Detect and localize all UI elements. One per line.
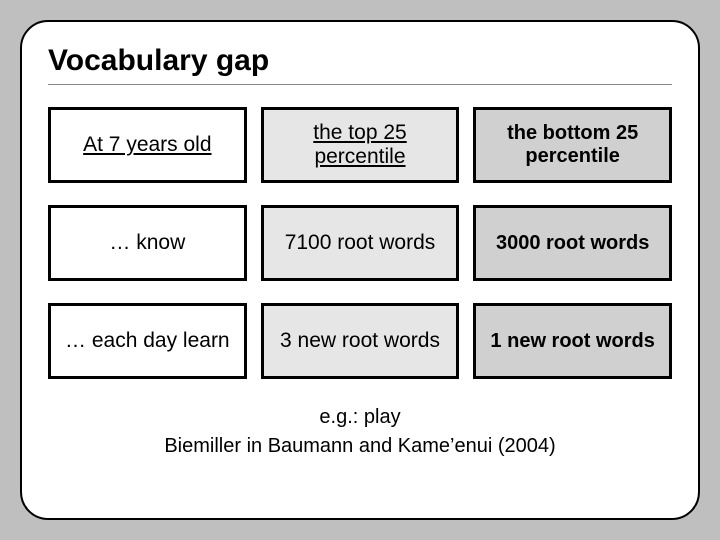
grid-text: 3 new root words <box>280 329 440 353</box>
grid-cell-r0c2: the bottom 25 percentile <box>473 107 672 183</box>
slide: Vocabulary gap At 7 years old the top 25… <box>20 20 700 520</box>
grid-cell-r0c0: At 7 years old <box>48 107 247 183</box>
footnote: e.g.: play Biemiller in Baumann and Kame… <box>48 403 672 461</box>
footnote-line2: Biemiller in Baumann and Kame’enui (2004… <box>48 432 672 461</box>
grid-cell-r2c1: 3 new root words <box>261 303 460 379</box>
grid-text: 1 new root words <box>490 330 654 353</box>
slide-title: Vocabulary gap <box>48 44 672 78</box>
footnote-line1: e.g.: play <box>48 403 672 432</box>
grid-text: the bottom 25 percentile <box>482 122 663 168</box>
grid-text: … each day learn <box>65 329 230 353</box>
grid-text: At 7 years old <box>83 133 211 157</box>
grid-text: … know <box>109 231 185 255</box>
grid-text: 3000 root words <box>496 232 649 255</box>
grid-cell-r1c2: 3000 root words <box>473 205 672 281</box>
grid-cell-r2c2: 1 new root words <box>473 303 672 379</box>
grid-cell-r0c1: the top 25 percentile <box>261 107 460 183</box>
grid-text: 7100 root words <box>285 231 436 255</box>
vocab-grid: At 7 years old the top 25 percentile the… <box>48 107 672 379</box>
title-divider <box>48 84 672 85</box>
grid-cell-r2c0: … each day learn <box>48 303 247 379</box>
grid-cell-r1c0: … know <box>48 205 247 281</box>
grid-text: the top 25 percentile <box>270 121 451 169</box>
grid-cell-r1c1: 7100 root words <box>261 205 460 281</box>
